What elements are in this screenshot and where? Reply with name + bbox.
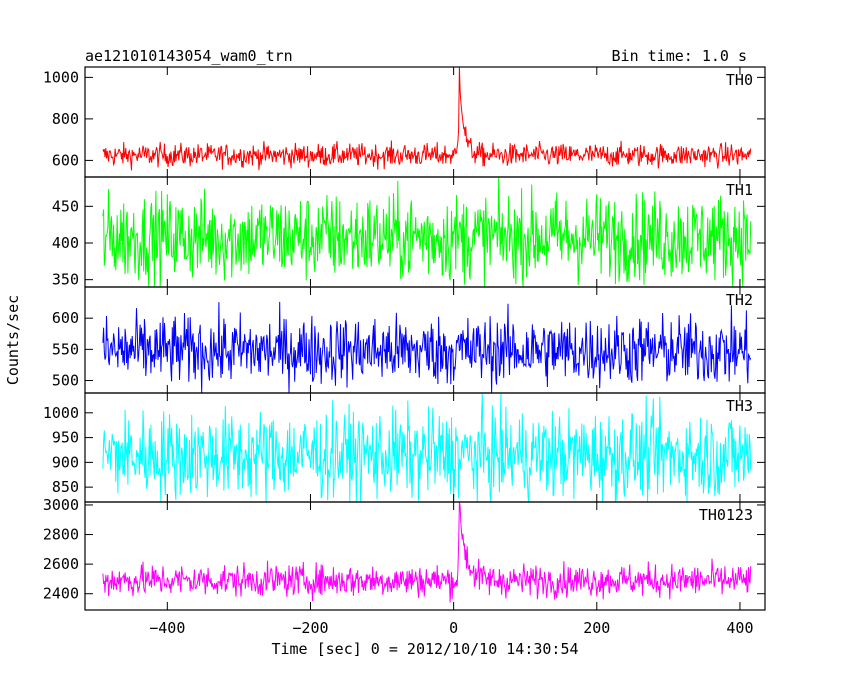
y-tick-label: 2800: [43, 526, 79, 544]
series-label-th3: TH3: [726, 397, 753, 415]
x-tick-label: 200: [583, 619, 610, 637]
y-tick-label: 450: [52, 197, 79, 215]
panel-stack: 600 800 1000 TH0 350 400 450 TH1 500 550 600 TH2 850…: [43, 66, 766, 611]
y-tick-label: 2400: [43, 585, 79, 603]
series-label-th0: TH0: [726, 71, 753, 89]
bin-time-label: Bin time: 1.0 s: [612, 47, 747, 65]
y-tick-label: 800: [52, 110, 79, 128]
series-label-th1: TH1: [726, 181, 753, 199]
series-label-th0123: TH0123: [699, 506, 753, 524]
x-axis-label: Time [sec] 0 = 2012/10/10 14:30:54: [271, 640, 578, 658]
y-tick-label: 350: [52, 271, 79, 289]
panel-th0123: 2400 2600 2800 3000 TH0123: [43, 496, 766, 611]
panel-th2: 500 550 600 TH2: [52, 286, 766, 394]
panel-th3: 850 900 950 1000 TH3: [43, 392, 766, 503]
y-tick-label: 600: [52, 309, 79, 327]
y-tick-label: 900: [52, 453, 79, 471]
y-tick-label: 500: [52, 372, 79, 390]
x-tick-label: 0: [449, 619, 458, 637]
chart-title: ae121010143054_wam0_trn: [85, 47, 293, 65]
x-tick-label: 400: [726, 619, 753, 637]
y-tick-label: 950: [52, 429, 79, 447]
panel-frame: [84, 501, 766, 611]
y-tick-label: 600: [52, 151, 79, 169]
series-line-th2: [102, 301, 752, 394]
series-line-th1: [102, 176, 752, 288]
y-axis-label: Counts/sec: [4, 295, 22, 385]
y-tick-label: 850: [52, 478, 79, 496]
y-tick-label: 1000: [43, 68, 79, 86]
y-tick-label: 3000: [43, 496, 79, 514]
x-tick-label: −200: [292, 619, 328, 637]
series-line-th3: [102, 392, 752, 503]
x-axis: −400 −200 0 200 400: [149, 619, 753, 637]
y-tick-label: 400: [52, 234, 79, 252]
panel-th0: 600 800 1000 TH0: [43, 66, 766, 178]
series-line-th0: [102, 66, 752, 171]
panel-th1: 350 400 450 TH1: [52, 176, 766, 289]
y-tick-label: 550: [52, 340, 79, 358]
y-tick-label: 1000: [43, 404, 79, 422]
series-label-th2: TH2: [726, 291, 753, 309]
y-tick-label: 2600: [43, 555, 79, 573]
series-line-th0123: [102, 501, 752, 603]
x-tick-label: −400: [149, 619, 185, 637]
